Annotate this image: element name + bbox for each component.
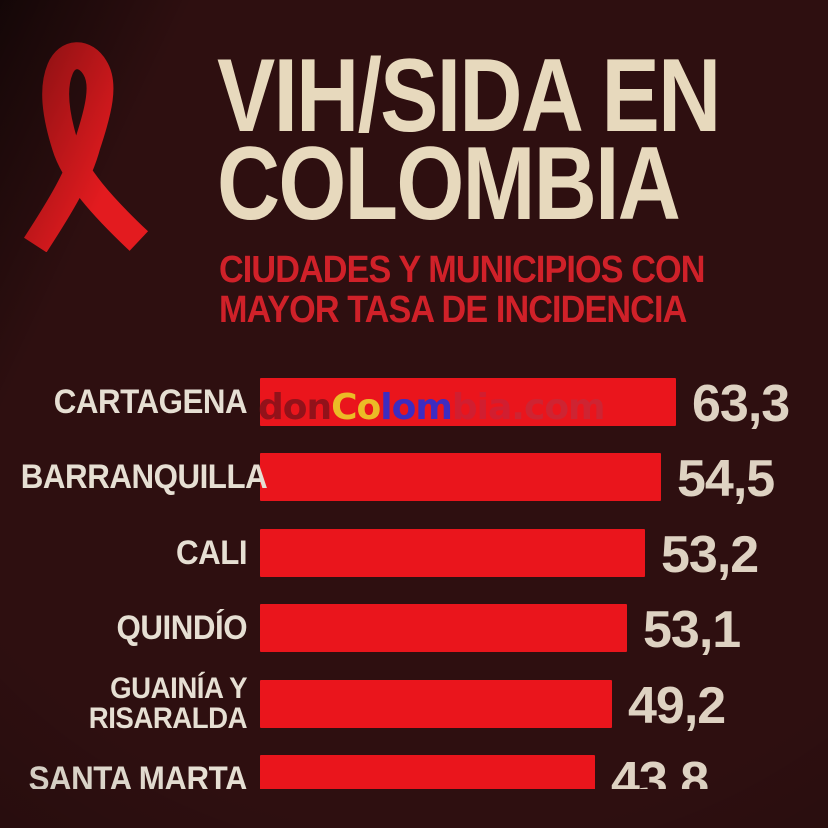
watermark-segment: don xyxy=(258,387,332,428)
bar-label: GUAINÍA Y RISARALDA xyxy=(88,671,248,735)
bar-label: BARRANQUILLA xyxy=(20,458,268,497)
chart-row: CALI 53,2 xyxy=(0,515,828,591)
watermark: donColombia.com xyxy=(258,387,606,428)
bar xyxy=(260,679,612,728)
bar-label: SANTA MARTA xyxy=(28,760,248,789)
bar-value: 63,3 xyxy=(692,374,790,433)
bar-value: 54,5 xyxy=(677,450,775,509)
page-subtitle: CIUDADES Y MUNICIPIOS CON MAYOR TASA DE … xyxy=(219,250,705,330)
chart-row: SANTA MARTA 43,8 xyxy=(0,742,828,789)
watermark-segment: lom xyxy=(380,387,453,428)
subtitle-line1: CIUDADES Y MUNICIPIOS CON xyxy=(219,249,705,291)
watermark-segment: bia xyxy=(451,387,512,428)
bar xyxy=(260,528,645,577)
bar xyxy=(260,604,627,653)
page-title: VIH/SIDA EN COLOMBIA xyxy=(217,44,721,242)
chart-row: BARRANQUILLA 54,5 xyxy=(0,440,828,516)
aids-awareness-ribbon-icon xyxy=(24,42,149,252)
chart-row: QUINDÍO 53,1 xyxy=(0,591,828,667)
bar-value: 49,2 xyxy=(628,676,726,735)
chart-row: GUAINÍA Y RISARALDA 49,2 xyxy=(0,666,828,742)
bar xyxy=(260,755,595,789)
bar-label: CARTAGENA xyxy=(53,382,248,421)
watermark-segment: Co xyxy=(331,387,381,428)
watermark-segment: .com xyxy=(511,387,605,428)
bar xyxy=(260,453,661,502)
ribbon-shape xyxy=(24,42,149,252)
bar-value: 53,2 xyxy=(661,525,759,584)
bar-value: 43,8 xyxy=(611,752,709,789)
subtitle-line2: MAYOR TASA DE INCIDENCIA xyxy=(219,289,687,331)
infographic-content: VIH/SIDA EN COLOMBIA CIUDADES Y MUNICIPI… xyxy=(0,42,828,789)
bar-label: QUINDÍO xyxy=(116,609,248,648)
title-line2: COLOMBIA xyxy=(217,126,681,242)
bar-value: 53,1 xyxy=(643,601,741,660)
bar-label: CALI xyxy=(175,533,248,572)
